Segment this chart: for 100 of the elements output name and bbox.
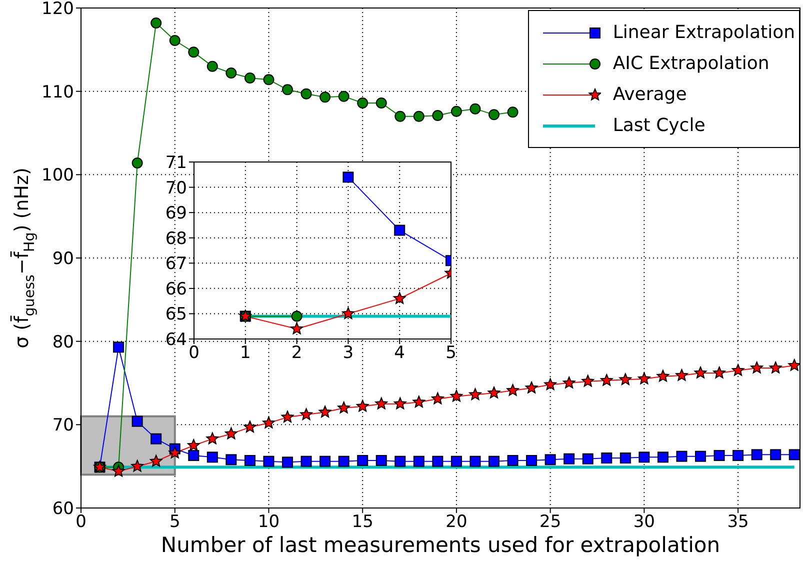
- point: [488, 386, 500, 398]
- point: [601, 452, 612, 464]
- point: [342, 172, 354, 183]
- point: [695, 450, 706, 462]
- point: [564, 453, 575, 464]
- point: [676, 450, 688, 462]
- point: [206, 60, 218, 72]
- legend-label: Last Cycle: [612, 115, 706, 136]
- point: [544, 454, 556, 466]
- point: [750, 362, 764, 374]
- point: [320, 456, 331, 467]
- y-tick-label: 100: [42, 166, 74, 186]
- x-tick-label: 3: [342, 343, 354, 364]
- x-tick-label: 2: [291, 343, 302, 364]
- y-tick-label: 68: [165, 228, 187, 249]
- point: [656, 370, 670, 382]
- y-tick-label: 65: [165, 304, 187, 325]
- point: [562, 376, 576, 388]
- y-tick-label: 80: [52, 332, 74, 352]
- point: [788, 449, 800, 460]
- point: [732, 364, 744, 376]
- point: [394, 224, 406, 236]
- point: [150, 18, 162, 28]
- point: [224, 427, 238, 440]
- point: [488, 456, 500, 467]
- x-tick-label: 0: [188, 343, 200, 364]
- x-axis-title: Number of last measurements used for extrapolation: [160, 533, 720, 557]
- point: [150, 454, 162, 467]
- y-tick-label: 120: [42, 0, 74, 20]
- x-tick-label: 5: [169, 512, 180, 532]
- x-tick-label: 1: [240, 343, 251, 364]
- point: [732, 450, 744, 461]
- point: [318, 406, 332, 418]
- point: [450, 390, 463, 402]
- point: [375, 397, 388, 410]
- x-tick-label: 15: [352, 512, 374, 532]
- y-tick-label: 64: [165, 330, 187, 350]
- x-tick-label: 30: [633, 512, 656, 532]
- x-tick-label: 5: [446, 343, 456, 364]
- point: [714, 450, 725, 461]
- point: [769, 362, 782, 374]
- point: [600, 374, 613, 386]
- y-tick-label: 60: [52, 499, 74, 520]
- point: [132, 416, 143, 427]
- point: [751, 449, 762, 460]
- point: [413, 456, 424, 467]
- point: [291, 310, 302, 322]
- point: [263, 74, 274, 86]
- point: [507, 106, 518, 118]
- point: [470, 103, 481, 114]
- point: [431, 392, 444, 404]
- point: [282, 84, 293, 96]
- legend-label: AIC Extrapolation: [612, 53, 770, 74]
- point: [131, 460, 144, 472]
- point: [526, 455, 538, 466]
- point: [281, 410, 294, 423]
- x-tick-label: 35: [727, 512, 749, 532]
- point: [469, 388, 482, 400]
- point: [619, 373, 632, 386]
- point: [188, 450, 200, 461]
- x-tick-label: 0: [76, 512, 86, 532]
- point: [394, 397, 406, 410]
- y-tick-label: 110: [42, 82, 74, 102]
- point: [394, 110, 406, 122]
- point: [206, 452, 218, 463]
- point: [713, 366, 726, 378]
- legend-label: Average: [612, 84, 687, 105]
- x-tick-label: 10: [258, 512, 280, 532]
- point: [244, 455, 256, 466]
- point: [132, 158, 143, 168]
- point: [676, 369, 688, 381]
- x-tick-label: 25: [540, 512, 562, 532]
- point: [376, 98, 387, 108]
- point: [226, 454, 237, 466]
- point: [507, 455, 518, 466]
- point: [262, 416, 275, 428]
- point: [300, 456, 312, 467]
- point: [342, 307, 354, 320]
- point: [338, 90, 350, 102]
- point: [187, 439, 200, 451]
- point: [488, 109, 500, 120]
- point: [338, 456, 350, 467]
- point: [525, 382, 538, 394]
- point: [188, 46, 200, 58]
- point: [470, 456, 481, 467]
- legend-label: Linear Extrapolation: [612, 22, 795, 43]
- point: [620, 452, 631, 464]
- point: [282, 456, 293, 468]
- point: [300, 88, 312, 100]
- point: [412, 396, 426, 408]
- point: [300, 408, 312, 420]
- point: [168, 446, 182, 458]
- point: [432, 110, 444, 121]
- y-tick-label: 90: [52, 249, 74, 270]
- point: [450, 106, 462, 117]
- point: [263, 456, 274, 467]
- y-tick-label: 69: [165, 204, 187, 224]
- point: [150, 433, 162, 444]
- point: [582, 453, 594, 464]
- point: [169, 35, 180, 46]
